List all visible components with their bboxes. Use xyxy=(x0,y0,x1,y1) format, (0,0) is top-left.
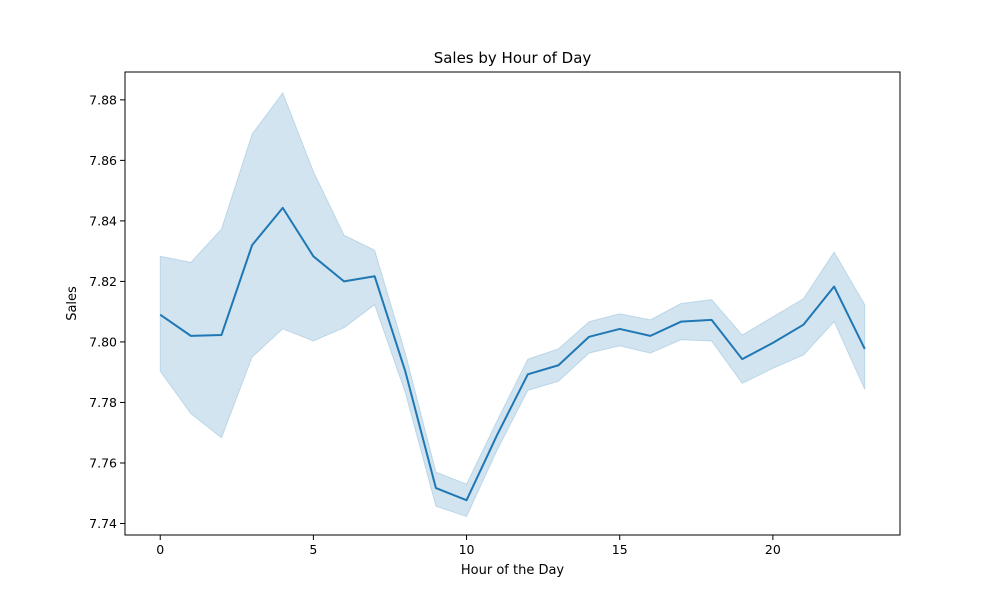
y-axis-label: Sales xyxy=(65,286,80,321)
y-tick-label: 7.88 xyxy=(89,92,117,107)
y-tick-label: 7.76 xyxy=(89,455,117,470)
y-tick-label: 7.82 xyxy=(89,274,117,289)
y-tick-label: 7.78 xyxy=(89,395,117,410)
x-tick-label: 15 xyxy=(612,542,628,557)
axes-frame xyxy=(124,71,901,536)
x-tick-label: 20 xyxy=(765,542,781,557)
axis-ticks: 0 5 10 15 20 7.74 7.76 7.78 7.80 7.82 7.84 7.86 7.88 xyxy=(89,92,781,557)
y-tick-label: 7.74 xyxy=(89,516,117,531)
y-tick-label: 7.80 xyxy=(89,334,117,349)
x-tick-label: 10 xyxy=(459,542,475,557)
x-axis-label: Hour of the Day xyxy=(461,563,565,578)
plot-area xyxy=(159,91,866,518)
sales-line xyxy=(159,206,866,502)
x-tick-label: 5 xyxy=(309,542,317,557)
y-tick-label: 7.86 xyxy=(89,153,117,168)
y-tick-label: 7.84 xyxy=(89,213,117,228)
chart-title: Sales by Hour of Day xyxy=(434,49,592,67)
confidence-band xyxy=(159,91,866,518)
x-tick-label: 0 xyxy=(156,542,164,557)
